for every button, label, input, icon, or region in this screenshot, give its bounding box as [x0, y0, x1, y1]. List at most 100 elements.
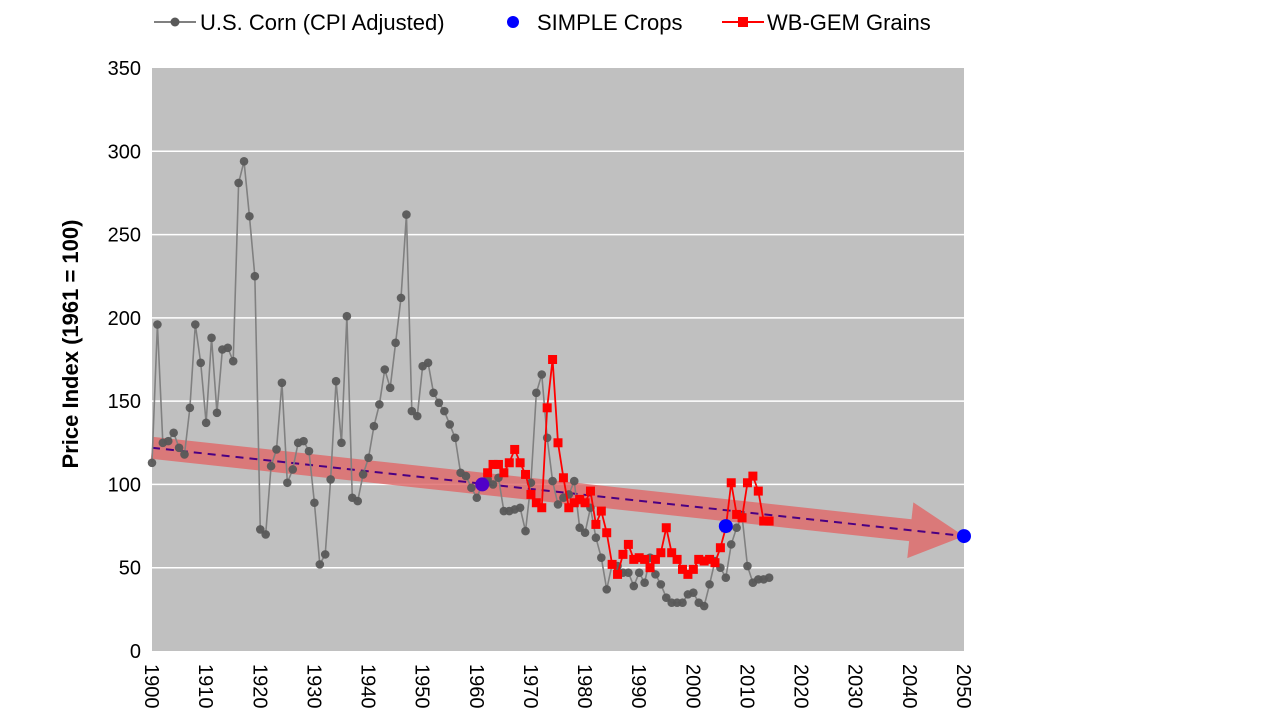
y-axis-ticks: 0 50 100 150 200 250 300 350 — [108, 58, 141, 663]
corn-point — [283, 478, 292, 488]
y-tick-label: 0 — [130, 641, 141, 663]
x-tick-label: 1920 — [248, 664, 270, 709]
wbgem-point — [694, 554, 704, 564]
wbgem-point — [504, 458, 514, 468]
corn-point — [575, 523, 584, 533]
corn-point — [277, 378, 287, 388]
corn-point — [440, 406, 449, 416]
y-tick-label: 200 — [108, 308, 141, 330]
corn-point — [461, 471, 471, 481]
corn-point — [310, 498, 319, 508]
corn-point — [315, 560, 325, 569]
wbgem-point — [748, 471, 758, 481]
corn-point — [239, 156, 249, 166]
corn-point — [163, 436, 173, 446]
x-tick-label: 2030 — [844, 664, 866, 709]
wbgem-point — [499, 468, 509, 478]
corn-point — [661, 593, 671, 602]
corn-point — [304, 446, 314, 456]
wbgem-point — [515, 458, 525, 468]
wbgem-point — [688, 564, 698, 574]
wbgem-point — [759, 516, 769, 526]
corn-point — [732, 523, 741, 533]
wbgem-point — [705, 554, 715, 564]
corn-point — [488, 480, 498, 489]
wbgem-point — [661, 523, 671, 533]
y-tick-label: 250 — [108, 225, 141, 247]
wbgem-point — [521, 469, 531, 479]
corn-point — [651, 570, 660, 579]
corn-point — [569, 476, 579, 486]
series-corn — [147, 156, 774, 611]
legend-label-wbgem: WB-GEM Grains — [767, 10, 931, 35]
wbgem-point — [753, 486, 763, 496]
corn-point — [353, 496, 363, 506]
corn-point — [521, 526, 530, 536]
corn-point — [391, 338, 400, 348]
corn-point — [380, 365, 390, 374]
corn-point — [234, 178, 243, 188]
x-tick-label: 1910 — [194, 664, 216, 709]
legend-item-simple: SIMPLE Crops — [507, 10, 683, 35]
corn-point — [185, 403, 195, 413]
x-tick-label: 2010 — [735, 664, 757, 709]
legend-label-corn: U.S. Corn (CPI Adjusted) — [200, 10, 445, 35]
simple-point — [475, 477, 490, 492]
corn-point — [337, 438, 346, 448]
wbgem-point — [672, 554, 682, 564]
wbgem-point — [732, 509, 742, 519]
wbgem-point — [683, 569, 693, 579]
wbgem-point — [602, 528, 612, 538]
wbgem-point — [493, 459, 503, 469]
wbgem-point — [510, 444, 520, 454]
corn-point — [450, 433, 460, 443]
wbgem-point — [737, 513, 747, 523]
corn-point — [342, 311, 352, 321]
wbgem-point — [580, 498, 590, 508]
corn-point — [255, 525, 265, 534]
corn-point — [429, 388, 438, 398]
corn-point — [656, 580, 666, 589]
corn-point — [591, 533, 601, 543]
wbgem-point — [618, 549, 628, 559]
wbgem-point — [537, 503, 547, 513]
trend-arrow-band — [150, 436, 965, 559]
wbgem-point — [742, 478, 752, 488]
wbgem-point — [483, 468, 493, 478]
wbgem-point — [575, 494, 585, 504]
wbgem-point — [715, 543, 725, 553]
corn-point — [445, 420, 455, 429]
wbgem-point — [629, 554, 639, 564]
legend-label-simple: SIMPLE Crops — [537, 10, 683, 35]
wbgem-point — [526, 489, 536, 499]
x-tick-label: 1960 — [465, 664, 487, 709]
wbgem-point — [764, 516, 774, 526]
corn-point — [705, 580, 714, 589]
corn-point — [467, 483, 476, 493]
corn-point — [597, 553, 606, 563]
x-axis-ticks: 1900 1910 1920 1930 1940 1950 1960 1970 1980 1990… — [140, 664, 974, 709]
corn-point — [245, 211, 254, 221]
corn-point — [212, 408, 222, 418]
corn-point — [743, 561, 752, 571]
y-tick-label: 350 — [108, 58, 141, 80]
x-tick-label: 2000 — [681, 664, 703, 709]
corn-point — [358, 470, 368, 479]
wbgem-point — [640, 554, 650, 564]
corn-point — [624, 568, 633, 578]
corn-point — [472, 493, 482, 503]
wbgem-point — [634, 553, 644, 563]
simple-point — [957, 529, 971, 544]
wbgem-point — [645, 563, 655, 573]
wbgem-point — [613, 569, 623, 579]
wbgem-point — [667, 548, 677, 558]
legend-corn-marker — [170, 17, 180, 27]
corn-point — [326, 475, 335, 484]
trend-line-dashed — [151, 446, 965, 538]
corn-point — [180, 450, 189, 459]
wbgem-point — [726, 478, 736, 488]
corn-point — [548, 476, 557, 486]
corn-point — [699, 601, 709, 611]
corn-point — [402, 210, 411, 219]
